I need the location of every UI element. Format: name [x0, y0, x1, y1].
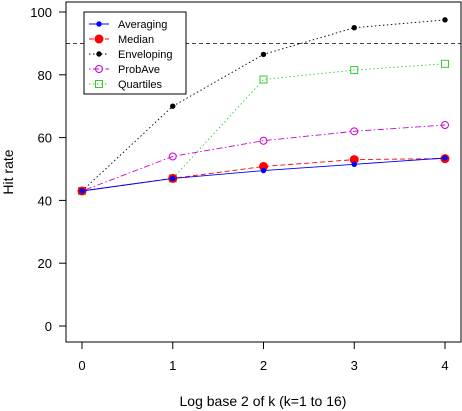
data-point [170, 103, 176, 109]
legend-label: Quartiles [118, 79, 163, 91]
data-point [168, 152, 177, 161]
legend-marker [95, 80, 103, 88]
legend-entry: ProbAve [89, 64, 160, 76]
y-tick-label: 0 [45, 319, 52, 334]
x-tick-label: 3 [351, 358, 358, 373]
legend-entry: Median [89, 34, 154, 46]
data-point [259, 75, 268, 84]
legend-entry: Enveloping [89, 49, 172, 61]
legend: Averaging Median Enveloping ProbAve Quartile… [83, 11, 187, 95]
y-axis-label: Hit rate [0, 149, 16, 194]
data-point [259, 136, 268, 145]
legend-label: Median [118, 34, 154, 46]
legend-entry: Averaging [89, 19, 167, 31]
x-tick-label: 4 [441, 358, 448, 373]
data-point [260, 167, 267, 174]
data-point [79, 188, 85, 194]
series-median [77, 154, 450, 196]
legend-marker [94, 34, 104, 44]
data-point [350, 66, 359, 75]
legend-marker [95, 65, 103, 73]
data-point [170, 175, 176, 182]
data-point [350, 127, 359, 136]
series-layer [77, 17, 450, 196]
y-tick-label: 100 [30, 5, 52, 20]
x-tick-label: 2 [260, 358, 267, 373]
y-tick-label: 60 [38, 131, 52, 146]
legend-label: Averaging [118, 19, 167, 31]
x-axis-label: Log base 2 of k (k=1 to 16) [180, 393, 347, 409]
data-point [351, 25, 357, 31]
y-tick-label: 20 [38, 256, 52, 271]
data-point [442, 17, 448, 23]
data-point [441, 121, 449, 130]
legend-marker [96, 21, 102, 27]
y-tick-label: 80 [38, 68, 52, 83]
data-point [442, 155, 448, 161]
legend-entry: Quartiles [89, 79, 163, 91]
x-tick-label: 0 [78, 358, 85, 373]
x-tick-label: 1 [169, 358, 176, 373]
y-tick-label: 40 [38, 193, 52, 208]
legend-label: ProbAve [118, 64, 160, 76]
legend-marker [96, 51, 102, 57]
legend-label: Enveloping [118, 49, 172, 61]
data-point [351, 161, 357, 167]
series-averaging [79, 155, 448, 194]
series-line [81, 158, 446, 192]
data-point [260, 51, 267, 58]
series-line [81, 124, 446, 192]
data-point [441, 59, 449, 68]
